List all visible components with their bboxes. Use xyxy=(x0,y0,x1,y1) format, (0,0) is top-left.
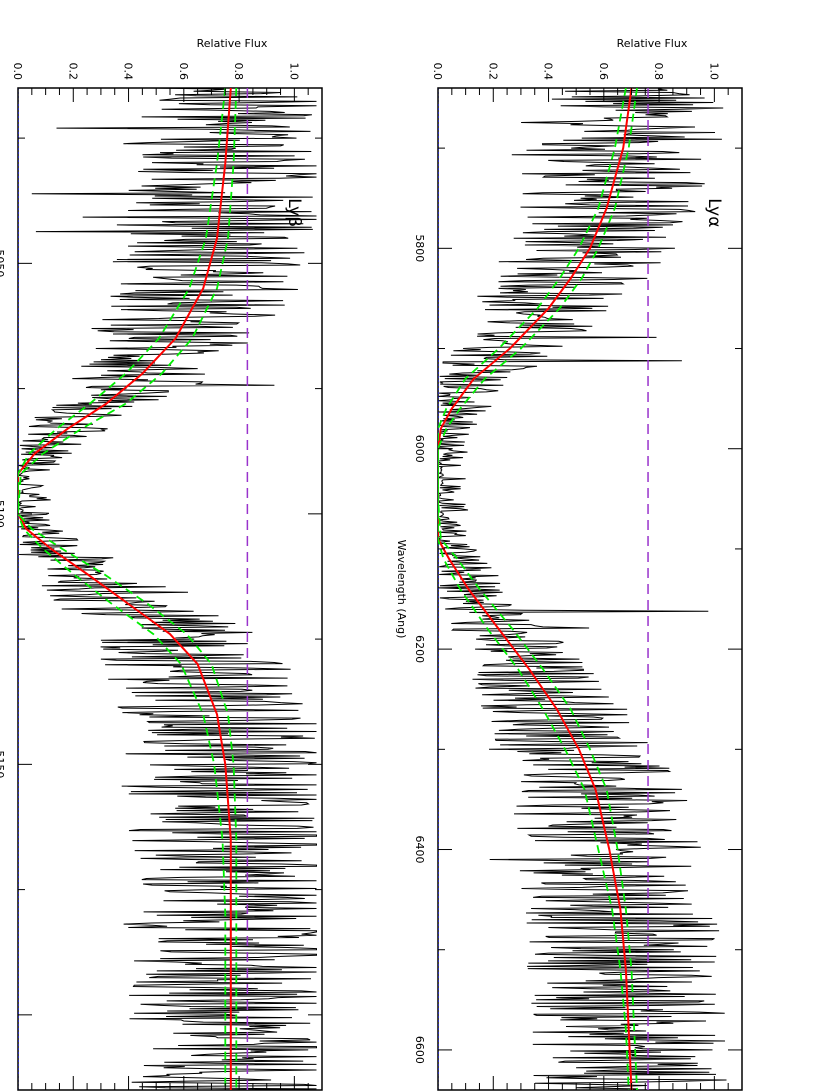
voigt-model-line xyxy=(18,88,232,1090)
y-tick-label: 0.0 xyxy=(431,63,444,81)
model-upper-bound-line xyxy=(438,88,638,1090)
plot-area-lya xyxy=(438,88,727,1090)
y-tick-label: 1.0 xyxy=(707,63,720,81)
axis-ticks-lyb: 5050 5100 5150 0.0 0.2 0.4 0.6 0.8 1.0 xyxy=(0,63,323,1090)
x-tick-label: 6200 xyxy=(413,635,426,663)
y-tick-label: 0.0 xyxy=(11,63,24,81)
x-tick-label: 5050 xyxy=(0,249,6,277)
axis-ticks-lya: 5800 6000 6200 6400 6600 0.0 0.2 0.4 0.6 0.8 1.0 xyxy=(413,63,743,1090)
x-tick-label: 6600 xyxy=(413,1036,426,1064)
y-tick-label: 0.6 xyxy=(597,63,610,81)
x-tick-label: 6000 xyxy=(413,435,426,463)
y-tick-label: 0.8 xyxy=(232,63,245,81)
y-tick-label: 1.0 xyxy=(287,63,300,81)
x-axis-label-lya: Wavelength (Ang) xyxy=(395,540,408,639)
y-tick-label: 0.6 xyxy=(177,63,190,81)
y-tick-label: 0.2 xyxy=(486,63,499,81)
model-upper-bound-line xyxy=(18,88,238,1090)
model-lower-bound-line xyxy=(438,88,630,1090)
y-tick-label: 0.2 xyxy=(66,63,79,81)
x-tick-label: 5100 xyxy=(0,500,6,528)
y-axis-label-lya: Relative Flux xyxy=(617,37,688,50)
line-annotation-lya: Lyα xyxy=(704,198,724,227)
x-tick-label: 5800 xyxy=(413,234,426,262)
x-tick-label: 6400 xyxy=(413,836,426,864)
line-annotation-lyb: Lyβ xyxy=(284,198,304,227)
x-tick-label: 5150 xyxy=(0,750,6,778)
y-tick-label: 0.8 xyxy=(652,63,665,81)
rotated-figure: 5800 6000 6200 6400 6600 0.0 0.2 0.4 0.6 0.8 1.0 L… xyxy=(0,63,743,1091)
panel-lya: 5800 6000 6200 6400 6600 0.0 0.2 0.4 0.6 0.8 1.0 L… xyxy=(413,63,743,1091)
plot-area-lyb xyxy=(18,88,317,1090)
y-tick-label: 0.4 xyxy=(542,63,555,81)
panel-lyb: 5050 5100 5150 0.0 0.2 0.4 0.6 0.8 1.0 Lyβ xyxy=(0,63,323,1091)
model-lower-bound-line xyxy=(18,88,227,1090)
observed-spectrum xyxy=(18,88,317,1090)
voigt-model-line xyxy=(438,88,633,1090)
y-tick-label: 0.4 xyxy=(122,63,135,81)
y-axis-label-lyb: Relative Flux xyxy=(197,37,268,50)
observed-spectrum xyxy=(438,88,727,1090)
